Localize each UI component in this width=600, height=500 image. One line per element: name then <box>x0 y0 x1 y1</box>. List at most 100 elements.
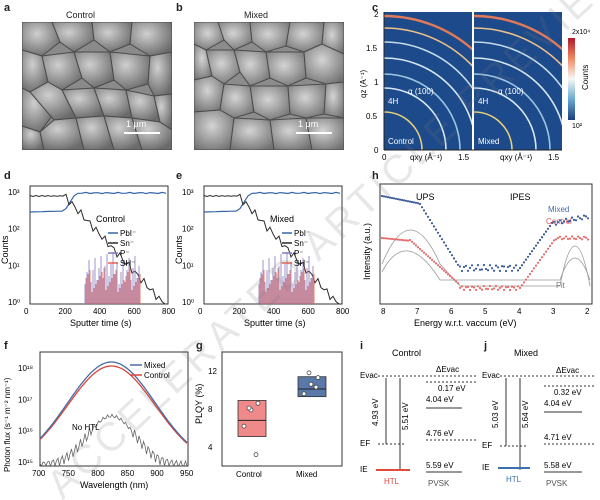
control-point <box>404 239 408 242</box>
mixed-point <box>458 265 462 268</box>
x-tick-label: 900 <box>150 469 164 478</box>
x-tick-label: 7 <box>415 307 420 316</box>
mixed-point <box>584 215 588 218</box>
control-point <box>528 272 532 276</box>
scale-label-a: 1 μm <box>126 119 147 129</box>
control-point <box>504 286 508 289</box>
giwaxs-ytick: 0 <box>374 146 379 155</box>
mixed-point <box>460 269 464 273</box>
control-point <box>406 239 410 242</box>
mixed-label: Mixed <box>548 205 569 214</box>
plqy-chart: 12 8 4 PLQY (%) Control Mixed <box>194 351 343 479</box>
control-point <box>586 238 590 241</box>
ef-label: EF <box>482 441 492 450</box>
giwaxs-xlabel: qxy (Å⁻¹) <box>410 153 443 162</box>
control-point <box>410 240 414 243</box>
mixed-point <box>506 265 510 269</box>
photon-flux-chart: 10¹⁸ 10¹⁷ 10¹⁶ 10¹⁵ 700 750 800 850 900 950 Wavele… <box>3 351 194 490</box>
control-point <box>384 237 388 240</box>
control-point <box>386 237 390 240</box>
mixed-point <box>510 269 514 272</box>
control-point <box>392 238 396 241</box>
control-point <box>518 286 522 290</box>
box <box>237 400 267 437</box>
ie-label: IE <box>482 463 490 472</box>
mixed-point <box>586 217 590 220</box>
control-point <box>554 238 558 241</box>
legend-label: SH⁻ <box>120 259 135 268</box>
ipes-label: IPES <box>510 192 531 202</box>
control-point <box>422 251 426 254</box>
mixed-point <box>404 199 408 202</box>
x-tick-label: 0 <box>24 307 29 316</box>
control-point <box>502 288 506 291</box>
y-tick-label: 8 <box>208 405 213 414</box>
control-point <box>440 267 444 270</box>
scale-bar-a <box>124 132 160 134</box>
mixed-point <box>380 194 384 198</box>
pvsk-ef-value: 4.76 eV <box>426 429 454 438</box>
series-mixed <box>39 361 188 443</box>
panel-label-h: h <box>372 170 379 182</box>
legend-label: SH⁻ <box>294 259 309 268</box>
control-point <box>580 238 584 241</box>
control-point <box>584 236 588 239</box>
mixed-point <box>504 269 508 273</box>
control-point <box>508 288 512 292</box>
giwaxs-xlabel: qxy (Å⁻¹) <box>500 153 533 162</box>
control-point <box>380 236 384 240</box>
mixed-point <box>406 200 410 203</box>
control-point <box>418 247 422 251</box>
mixed-point <box>414 201 418 204</box>
mixed-point <box>564 217 568 220</box>
data-point <box>246 405 252 411</box>
htl-label: HTL <box>506 475 522 484</box>
control-point <box>520 284 524 287</box>
series-sn <box>203 193 342 305</box>
wf-value: 5.03 eV <box>491 400 500 428</box>
panel-label-i: i <box>360 340 364 352</box>
y-tick-label: 10³ <box>8 188 20 197</box>
control-point <box>428 256 432 260</box>
control-point <box>454 280 458 283</box>
control-point <box>470 285 474 288</box>
fit-curve <box>381 250 591 281</box>
control-point <box>466 285 470 288</box>
y-tick-label: 10¹⁷ <box>18 395 33 404</box>
y-tick-label: 10² <box>8 225 20 234</box>
mixed-point <box>548 224 552 228</box>
chart-title: Control <box>96 214 125 224</box>
mixed-point <box>448 250 452 254</box>
mixed-point <box>444 244 448 247</box>
pvsk-label: PVSK <box>428 479 450 488</box>
giwaxs-ytick: 1.5 <box>366 44 378 53</box>
x-tick-label: 400 <box>93 307 107 316</box>
mixed-point <box>566 220 570 223</box>
sem-image-mixed: 1 μm <box>194 22 344 150</box>
control-point <box>388 237 392 240</box>
control-point <box>498 286 502 289</box>
chart-title: Mixed <box>270 214 294 224</box>
energy-diagram-control: Control Evac ΔEvac 0.17 eV 4.93 eV 5.51 … <box>360 348 476 488</box>
control-point <box>432 260 436 263</box>
x-tick-label: 600 <box>128 307 142 316</box>
mixed-point <box>554 223 558 226</box>
control-point <box>400 238 404 242</box>
tofsims-control-chart: 10³ 10² 10¹ 10⁰ 0 200 400 600 800 Sputter time (s… <box>0 185 176 328</box>
control-point <box>526 275 530 278</box>
control-point <box>552 239 556 242</box>
mixed-point <box>492 269 496 272</box>
mixed-point <box>446 247 450 250</box>
mixed-point <box>556 221 560 224</box>
plot-frame <box>39 351 189 467</box>
control-point <box>444 271 448 274</box>
ie-value: 5.64 eV <box>521 400 530 428</box>
control-label: Control <box>546 217 572 226</box>
y-tick-label: 10¹ <box>8 261 20 270</box>
mixed-point <box>574 219 578 222</box>
x-tick-label: 800 <box>336 307 350 316</box>
mixed-point <box>518 266 522 270</box>
giwaxs-control-bg <box>384 12 472 150</box>
control-point <box>474 288 478 291</box>
giwaxs-control-label: Control <box>388 137 414 146</box>
